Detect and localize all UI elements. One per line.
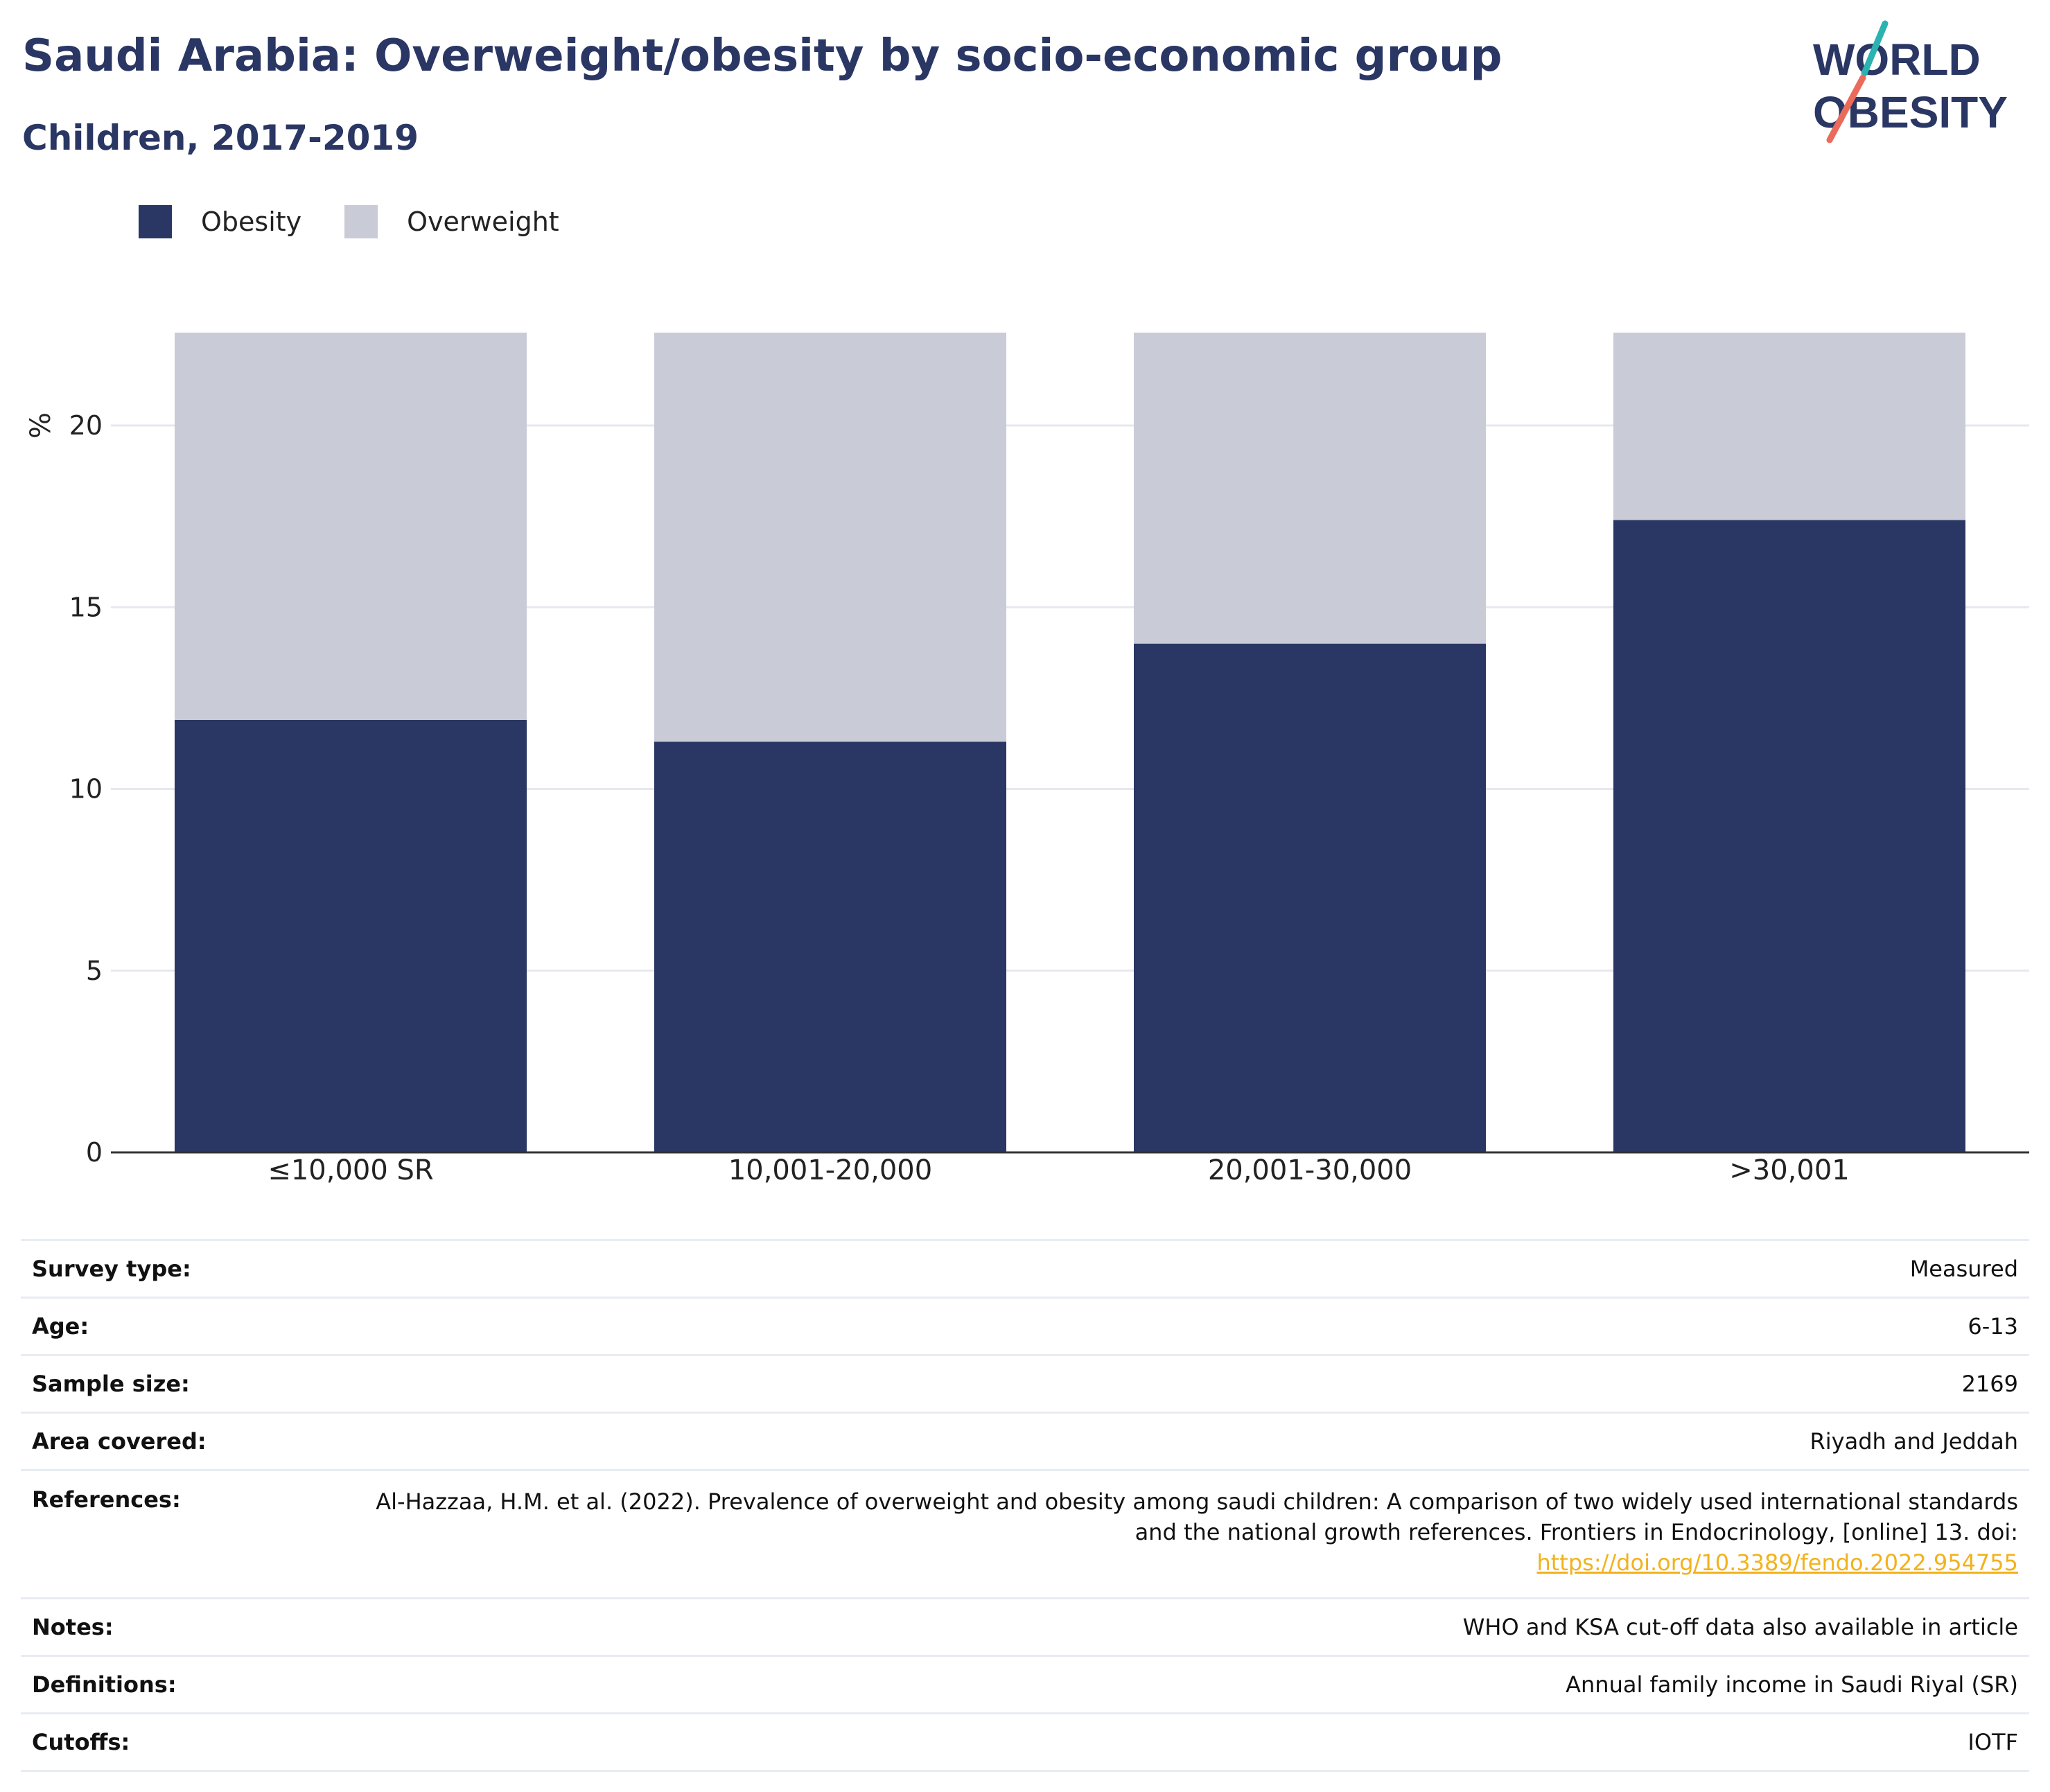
legend-item-overweight[interactable]: Overweight [344, 205, 559, 238]
y-tick-label: 15 [69, 592, 103, 622]
logo-slash-coral [1826, 74, 1866, 143]
legend-label-overweight: Overweight [407, 207, 559, 237]
y-tick-label: 5 [86, 956, 103, 986]
legend-label-obesity: Obesity [201, 207, 302, 237]
detail-key: Age: [32, 1313, 89, 1339]
legend-item-obesity[interactable]: Obesity [139, 205, 301, 238]
legend-swatch-overweight [344, 205, 378, 238]
y-tick-label: 0 [86, 1137, 103, 1168]
table-row: Age: 6-13 [21, 1297, 2029, 1355]
table-row: Sample size: 2169 [21, 1355, 2029, 1413]
x-tick-label: 10,001-20,000 [728, 1154, 932, 1186]
detail-value: 6-13 [1968, 1313, 2018, 1339]
y-axis-label: % [25, 412, 57, 439]
bar-overweight-2[interactable] [1134, 333, 1486, 644]
bar-overweight-0[interactable] [175, 333, 527, 720]
detail-value: Measured [1909, 1256, 2018, 1282]
detail-value: 2169 [1961, 1371, 2018, 1397]
reference-doi-link[interactable]: https://doi.org/10.3389/fendo.2022.95475… [1536, 1549, 2018, 1576]
survey-details-table: Survey type: Measured Age: 6-13 Sample s… [21, 1239, 2029, 1772]
detail-key: References: [32, 1486, 181, 1513]
chart-title: Saudi Arabia: Overweight/obesity by soci… [22, 30, 1503, 82]
x-tick-label: ≤10,000 SR [268, 1154, 433, 1186]
bar-obesity-0[interactable] [175, 719, 527, 1152]
table-row: Definitions: Annual family income in Sau… [21, 1655, 2029, 1714]
stacked-bar-chart: 0510152025303540%≤10,000 SR10,001-20,000… [25, 333, 2029, 1186]
table-row: Area covered: Riyadh and Jeddah [21, 1412, 2029, 1470]
detail-key: Sample size: [32, 1371, 190, 1397]
chart-subtitle: Children, 2017-2019 [22, 118, 419, 158]
table-row: Survey type: Measured [21, 1240, 2029, 1298]
bar-obesity-3[interactable] [1613, 520, 1965, 1152]
bar-overweight-1[interactable] [654, 333, 1006, 742]
reference-text: Al-Hazzaa, H.M. et al. (2022). Prevalenc… [376, 1488, 2018, 1545]
world-obesity-logo: WORLD OBESITY [1813, 20, 2008, 143]
y-tick-label: 20 [69, 410, 103, 441]
detail-key: Cutoffs: [32, 1729, 130, 1755]
table-row: References: Al-Hazzaa, H.M. et al. (2022… [21, 1470, 2029, 1599]
table-row: Notes: WHO and KSA cut-off data also ava… [21, 1598, 2029, 1656]
logo-slash-teal [1861, 20, 1889, 77]
detail-key: Area covered: [32, 1428, 207, 1455]
y-tick-label: 10 [69, 774, 103, 805]
chart-legend: Obesity Overweight [139, 205, 602, 238]
detail-key: Definitions: [32, 1671, 177, 1698]
x-tick-label: >30,001 [1729, 1154, 1849, 1186]
legend-swatch-obesity [139, 205, 172, 238]
detail-value: IOTF [1968, 1729, 2018, 1755]
bar-obesity-2[interactable] [1134, 643, 1486, 1152]
bar-obesity-1[interactable] [654, 741, 1006, 1152]
x-tick-label: 20,001-30,000 [1208, 1154, 1412, 1186]
detail-key: Notes: [32, 1614, 114, 1640]
detail-key: Survey type: [32, 1256, 191, 1282]
table-row: Cutoffs: IOTF [21, 1713, 2029, 1771]
detail-value: Riyadh and Jeddah [1810, 1428, 2018, 1455]
logo-text-line1: WORLD [1813, 35, 1981, 85]
detail-value: Annual family income in Saudi Riyal (SR) [1566, 1671, 2018, 1698]
bar-overweight-3[interactable] [1613, 333, 1965, 520]
detail-value: Al-Hazzaa, H.M. et al. (2022). Prevalenc… [320, 1470, 2029, 1599]
detail-value: WHO and KSA cut-off data also available … [1462, 1614, 2018, 1640]
